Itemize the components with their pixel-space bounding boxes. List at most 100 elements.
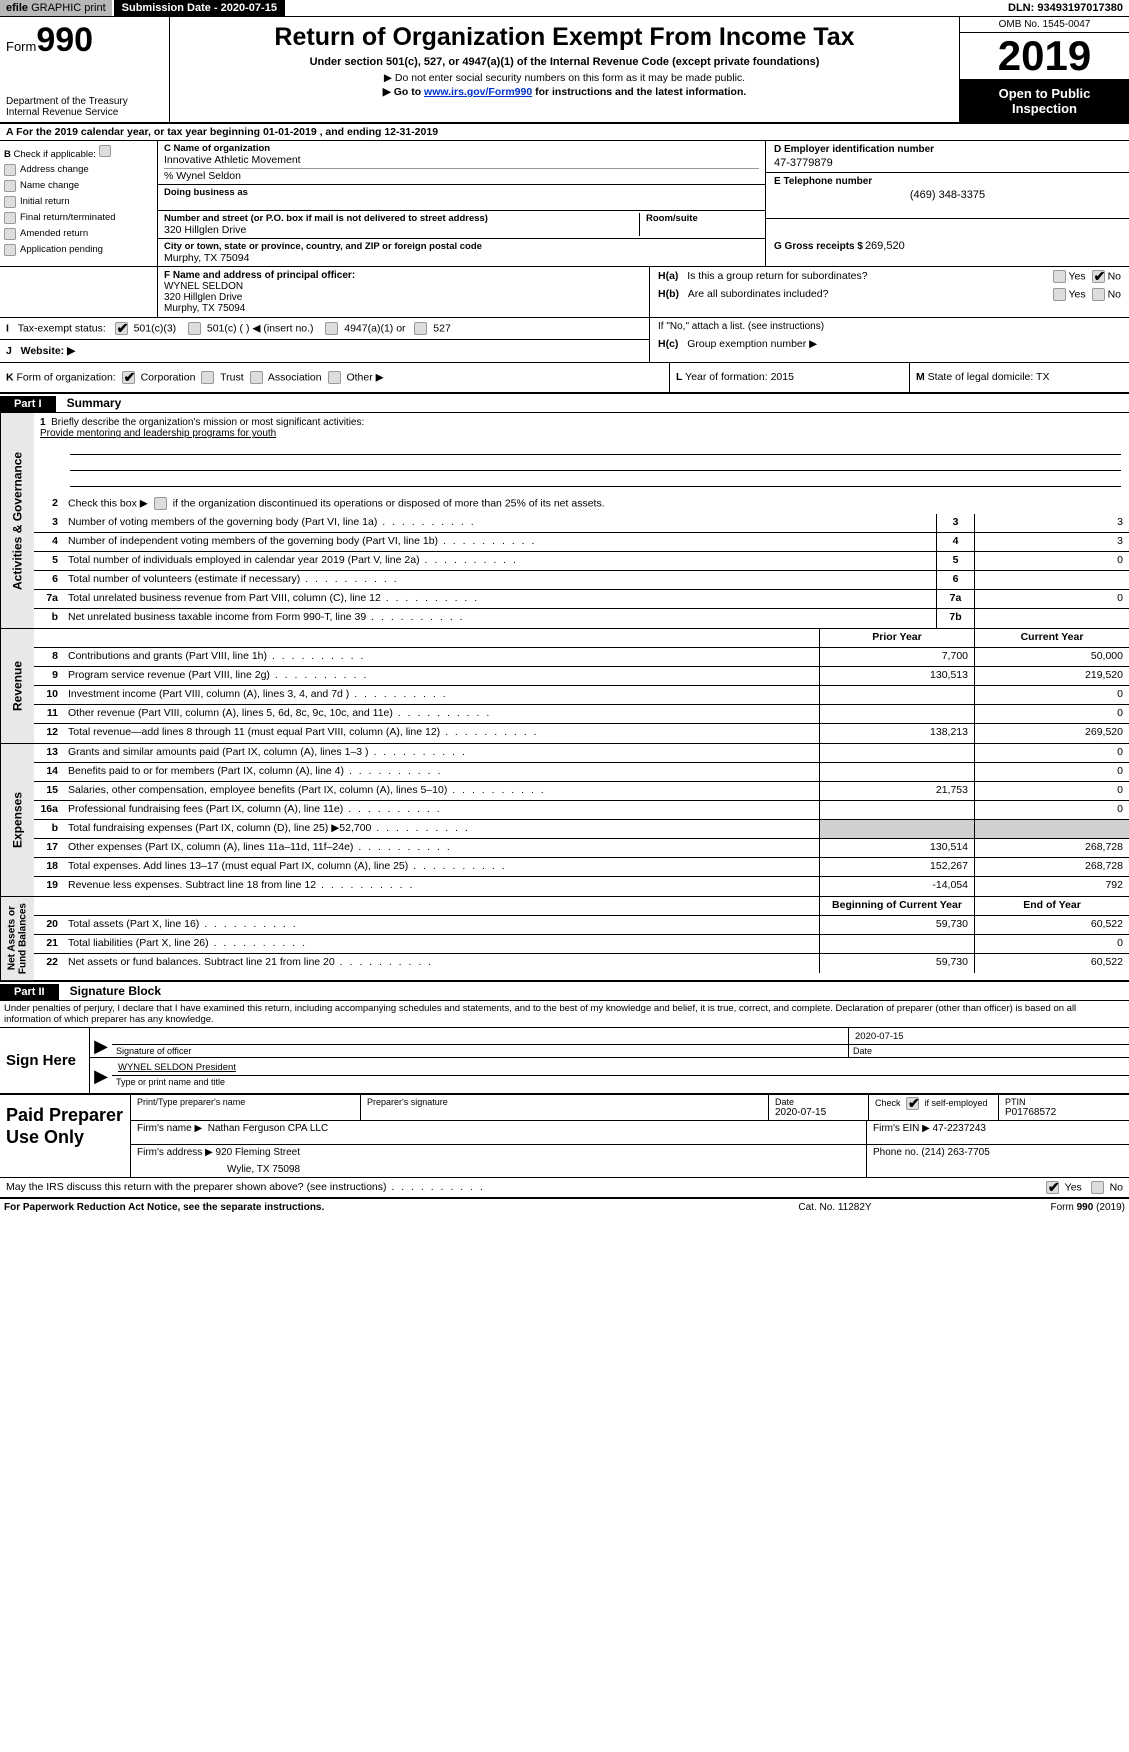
data-row: 13Grants and similar amounts paid (Part … xyxy=(34,744,1129,763)
row-j: J Website: ▶ xyxy=(0,340,649,362)
gross-label: G Gross receipts $ xyxy=(774,241,863,252)
gov-row: 4Number of independent voting members of… xyxy=(34,533,1129,552)
officer-addr1: 320 Hillglen Drive xyxy=(164,292,643,303)
chk-501c[interactable] xyxy=(188,322,201,335)
footer-left: For Paperwork Reduction Act Notice, see … xyxy=(4,1202,745,1213)
data-row: 18Total expenses. Add lines 13–17 (must … xyxy=(34,858,1129,877)
chk-initial[interactable] xyxy=(4,196,16,208)
lbl-amended: Amended return xyxy=(20,228,88,239)
irs-no[interactable] xyxy=(1091,1181,1104,1194)
chk-selfemp[interactable] xyxy=(906,1097,919,1110)
sig-name: WYNEL SELDON President xyxy=(112,1060,1129,1075)
hdr-current: Current Year xyxy=(974,629,1129,647)
hdr-prior: Prior Year xyxy=(819,629,974,647)
ha-yes[interactable] xyxy=(1053,270,1066,283)
sign-here-block: Sign Here ▶ Signature of officer 2020-07… xyxy=(0,1028,1129,1095)
department: Department of the Treasury Internal Reve… xyxy=(6,96,163,118)
chk-501c3[interactable] xyxy=(115,322,128,335)
omb-number: OMB No. 1545-0047 xyxy=(960,17,1129,33)
col-d-e-g: D Employer identification number 47-3779… xyxy=(765,141,1129,266)
org-name-label: C Name of organization xyxy=(164,143,759,154)
checkbox-icon[interactable] xyxy=(99,145,111,157)
gov-row: 3Number of voting members of the governi… xyxy=(34,514,1129,533)
revenue-section: Revenue Prior Year Current Year 8Contrib… xyxy=(0,629,1129,744)
data-row: 8Contributions and grants (Part VIII, li… xyxy=(34,648,1129,667)
line-2: Check this box ▶ if the organization dis… xyxy=(62,495,1129,514)
data-row: 19Revenue less expenses. Subtract line 1… xyxy=(34,877,1129,896)
data-row: 12Total revenue—add lines 8 through 11 (… xyxy=(34,724,1129,743)
hb-note: If "No," attach a list. (see instruction… xyxy=(650,318,1129,335)
row-i: I Tax-exempt status: 501(c)(3) 501(c) ( … xyxy=(0,318,649,340)
prep-ptin: PTINP01768572 xyxy=(999,1095,1129,1120)
data-row: 11Other revenue (Part VIII, column (A), … xyxy=(34,705,1129,724)
h-b: H(b) Are all subordinates included? Yes … xyxy=(650,285,1129,303)
efile-badge: efile GRAPHIC print xyxy=(0,0,112,16)
row-k: K Form of organization: Corporation Trus… xyxy=(0,363,669,392)
room-label: Room/suite xyxy=(646,213,759,224)
chk-corp[interactable] xyxy=(122,371,135,384)
gross: 269,520 xyxy=(865,240,905,252)
vtab-revenue: Revenue xyxy=(0,629,34,743)
col-f-officer: F Name and address of principal officer:… xyxy=(158,267,649,317)
lbl-address: Address change xyxy=(20,164,89,175)
chk-527[interactable] xyxy=(414,322,427,335)
chk-assoc[interactable] xyxy=(250,371,263,384)
chk-final[interactable] xyxy=(4,212,16,224)
prep-date: Date2020-07-15 xyxy=(769,1095,869,1120)
chk-4947[interactable] xyxy=(325,322,338,335)
penalties-text: Under penalties of perjury, I declare th… xyxy=(0,1001,1129,1028)
header-title: Return of Organization Exempt From Incom… xyxy=(170,17,959,122)
sig-date-val: 2020-07-15 xyxy=(849,1029,1129,1044)
part-i-title: Summary xyxy=(59,394,130,412)
lbl-pending: Application pending xyxy=(20,244,103,255)
org-name: Innovative Athletic Movement xyxy=(164,154,759,166)
hdr-end: End of Year xyxy=(974,897,1129,915)
paid-preparer-label: Paid Preparer Use Only xyxy=(0,1095,130,1177)
expenses-section: Expenses 13Grants and similar amounts pa… xyxy=(0,744,1129,897)
chk-amended[interactable] xyxy=(4,228,16,240)
dba-label: Doing business as xyxy=(164,187,759,198)
addr-label: Number and street (or P.O. box if mail i… xyxy=(164,213,639,224)
page-footer: For Paperwork Reduction Act Notice, see … xyxy=(0,1199,1129,1216)
section-b-to-g: B Check if applicable: Address change Na… xyxy=(0,141,1129,267)
hb-yes[interactable] xyxy=(1053,288,1066,301)
data-row: 16aProfessional fundraising fees (Part I… xyxy=(34,801,1129,820)
officer-name: WYNEL SELDON xyxy=(164,281,643,292)
data-row: 22Net assets or fund balances. Subtract … xyxy=(34,954,1129,973)
form-number: Form990 xyxy=(6,21,163,60)
hb-no[interactable] xyxy=(1092,288,1105,301)
data-row: 9Program service revenue (Part VIII, lin… xyxy=(34,667,1129,686)
blank-line-1 xyxy=(70,441,1121,455)
phone-label: E Telephone number xyxy=(774,176,1121,187)
vtab-expenses: Expenses xyxy=(0,744,34,896)
irs-yes[interactable] xyxy=(1046,1181,1059,1194)
chk-address[interactable] xyxy=(4,164,16,176)
data-row: 20Total assets (Part X, line 16)59,73060… xyxy=(34,916,1129,935)
part-i-tag: Part I xyxy=(0,396,56,412)
city-label: City or town, state or province, country… xyxy=(164,241,759,252)
part-ii-title: Signature Block xyxy=(62,982,169,1000)
officer-addr2: Murphy, TX 75094 xyxy=(164,303,643,314)
care-of: % Wynel Seldon xyxy=(164,168,759,182)
blank-line-3 xyxy=(70,473,1121,487)
form-title: Return of Organization Exempt From Incom… xyxy=(180,23,949,52)
prep-name-h: Print/Type preparer's name xyxy=(131,1095,361,1120)
addr: 320 Hillglen Drive xyxy=(164,224,639,236)
chk-discontinued[interactable] xyxy=(154,497,167,510)
chk-other[interactable] xyxy=(328,371,341,384)
prep-sig-h: Preparer's signature xyxy=(361,1095,769,1120)
chk-name[interactable] xyxy=(4,180,16,192)
irs-link[interactable]: www.irs.gov/Form990 xyxy=(424,86,532,98)
row-a-calendar: A For the 2019 calendar year, or tax yea… xyxy=(0,124,1129,141)
ein: 47-3779879 xyxy=(774,157,1121,169)
form-header: Form990 Department of the Treasury Inter… xyxy=(0,17,1129,124)
top-bar: efile GRAPHIC print Submission Date - 20… xyxy=(0,0,1129,17)
chk-trust[interactable] xyxy=(201,371,214,384)
open-to-public: Open to Public Inspection xyxy=(960,80,1129,122)
ha-no[interactable] xyxy=(1092,270,1105,283)
line2-num: 2 xyxy=(34,495,62,514)
part-ii-tag: Part II xyxy=(0,984,59,1000)
city: Murphy, TX 75094 xyxy=(164,252,759,264)
chk-pending[interactable] xyxy=(4,244,16,256)
footer-right: Form 990 (2019) xyxy=(925,1202,1125,1213)
